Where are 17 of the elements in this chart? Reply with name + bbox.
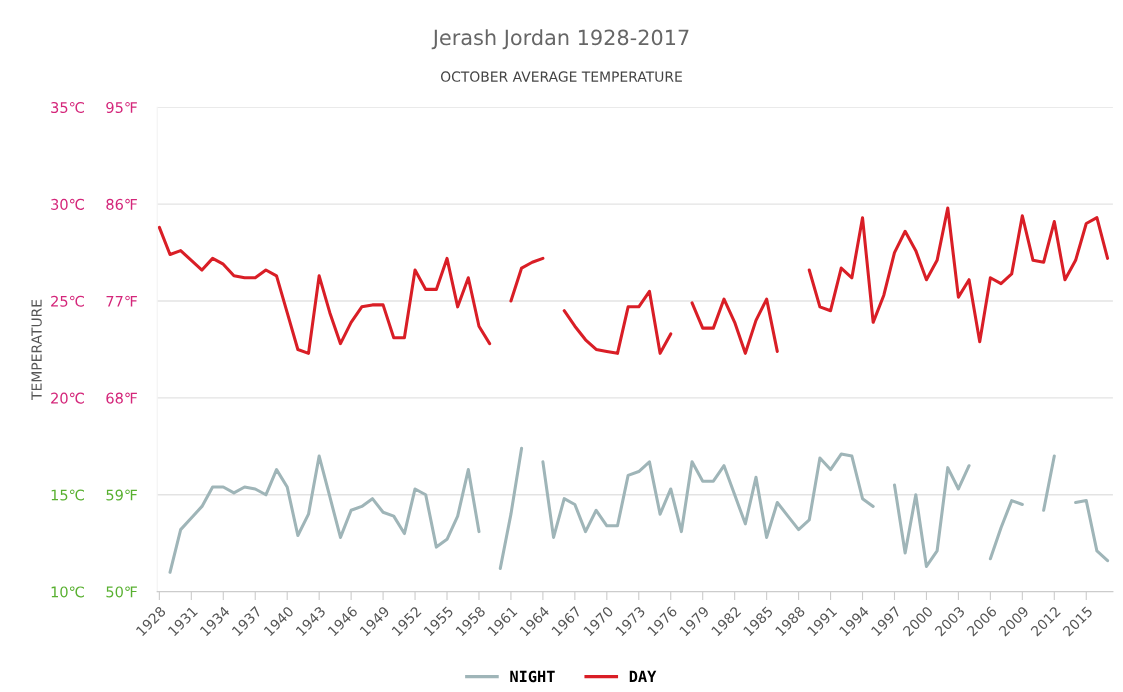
y-tick-label: 20℃ [51, 392, 84, 404]
y-axis-title: TEMPERATURE [31, 299, 42, 400]
chart-title: Jerash Jordan 1928-2017 [431, 29, 689, 50]
y2-tick-label: 59℉ [106, 489, 137, 501]
y2-tick-label: 50℉ [106, 586, 137, 598]
y2-tick-label: 68℉ [106, 392, 137, 404]
y-tick-label: 10℃ [51, 586, 84, 598]
y-tick-label: 15℃ [51, 489, 84, 501]
y-tick-label: 25℃ [51, 295, 84, 307]
y-tick-label: 30℃ [51, 198, 84, 210]
chart-subtitle: OCTOBER AVERAGE TEMPERATURE [440, 71, 682, 82]
y2-tick-label: 95℉ [106, 101, 137, 114]
legend-label: DAY [629, 670, 657, 682]
legend-label: NIGHT [510, 670, 555, 683]
y2-tick-label: 86℉ [106, 198, 137, 210]
y2-tick-label: 77℉ [106, 295, 137, 307]
y-tick-label: 35℃ [51, 101, 84, 114]
